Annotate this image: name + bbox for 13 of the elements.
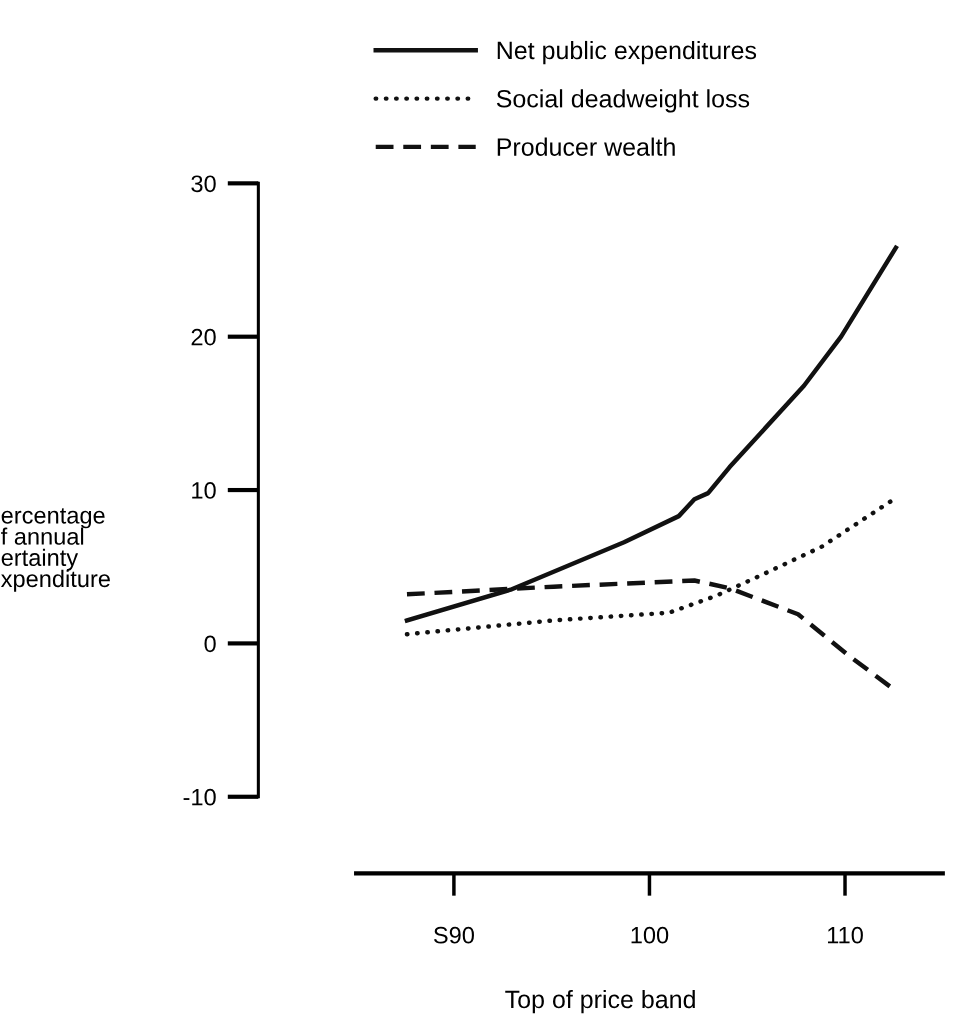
legend-label: Net public expenditures bbox=[497, 40, 757, 65]
x-tick-label: 100 bbox=[631, 926, 669, 944]
x-tick-label: 110 bbox=[827, 926, 863, 944]
y-tick-label: 30 bbox=[191, 175, 216, 193]
legend-label: Producer wealth bbox=[497, 137, 675, 156]
legend-label: Social deadweight loss bbox=[496, 89, 750, 113]
x-axis-title: Top of price band bbox=[505, 989, 695, 1014]
y-tick-label: 20 bbox=[191, 328, 216, 346]
y-tick-label: 0 bbox=[204, 635, 216, 653]
y-tick-label: 10 bbox=[192, 482, 216, 499]
x-tick-label: S90 bbox=[433, 926, 474, 944]
y-axis-title: ercentage f annual ertainty xpenditure bbox=[0, 508, 110, 592]
y-tick-label: -10 bbox=[183, 788, 216, 806]
